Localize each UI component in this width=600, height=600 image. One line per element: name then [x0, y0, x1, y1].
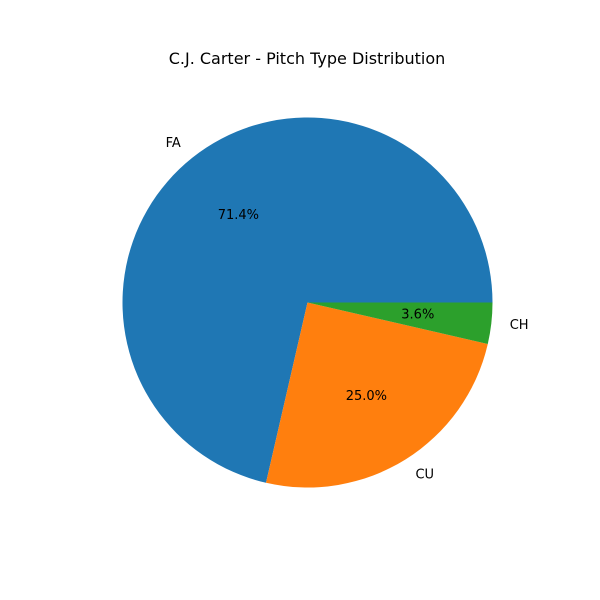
slice-label-fa: FA	[166, 136, 181, 151]
pie-slice-cu	[266, 302, 488, 488]
pie-slice-fa	[122, 117, 493, 483]
slice-percent-ch: 3.6%	[401, 308, 434, 323]
pie-slice-ch	[307, 302, 493, 344]
pie-slices	[122, 117, 493, 488]
slice-label-cu: CU	[415, 468, 434, 483]
chart-title: C.J. Carter - Pitch Type Distribution	[169, 49, 446, 68]
slice-label-ch: CH	[510, 318, 529, 333]
pie-labels: FA 71.4% CU 25.0% CH 3.6%	[166, 136, 529, 483]
slice-percent-fa: 71.4%	[218, 208, 259, 223]
slice-percent-cu: 25.0%	[346, 389, 387, 404]
